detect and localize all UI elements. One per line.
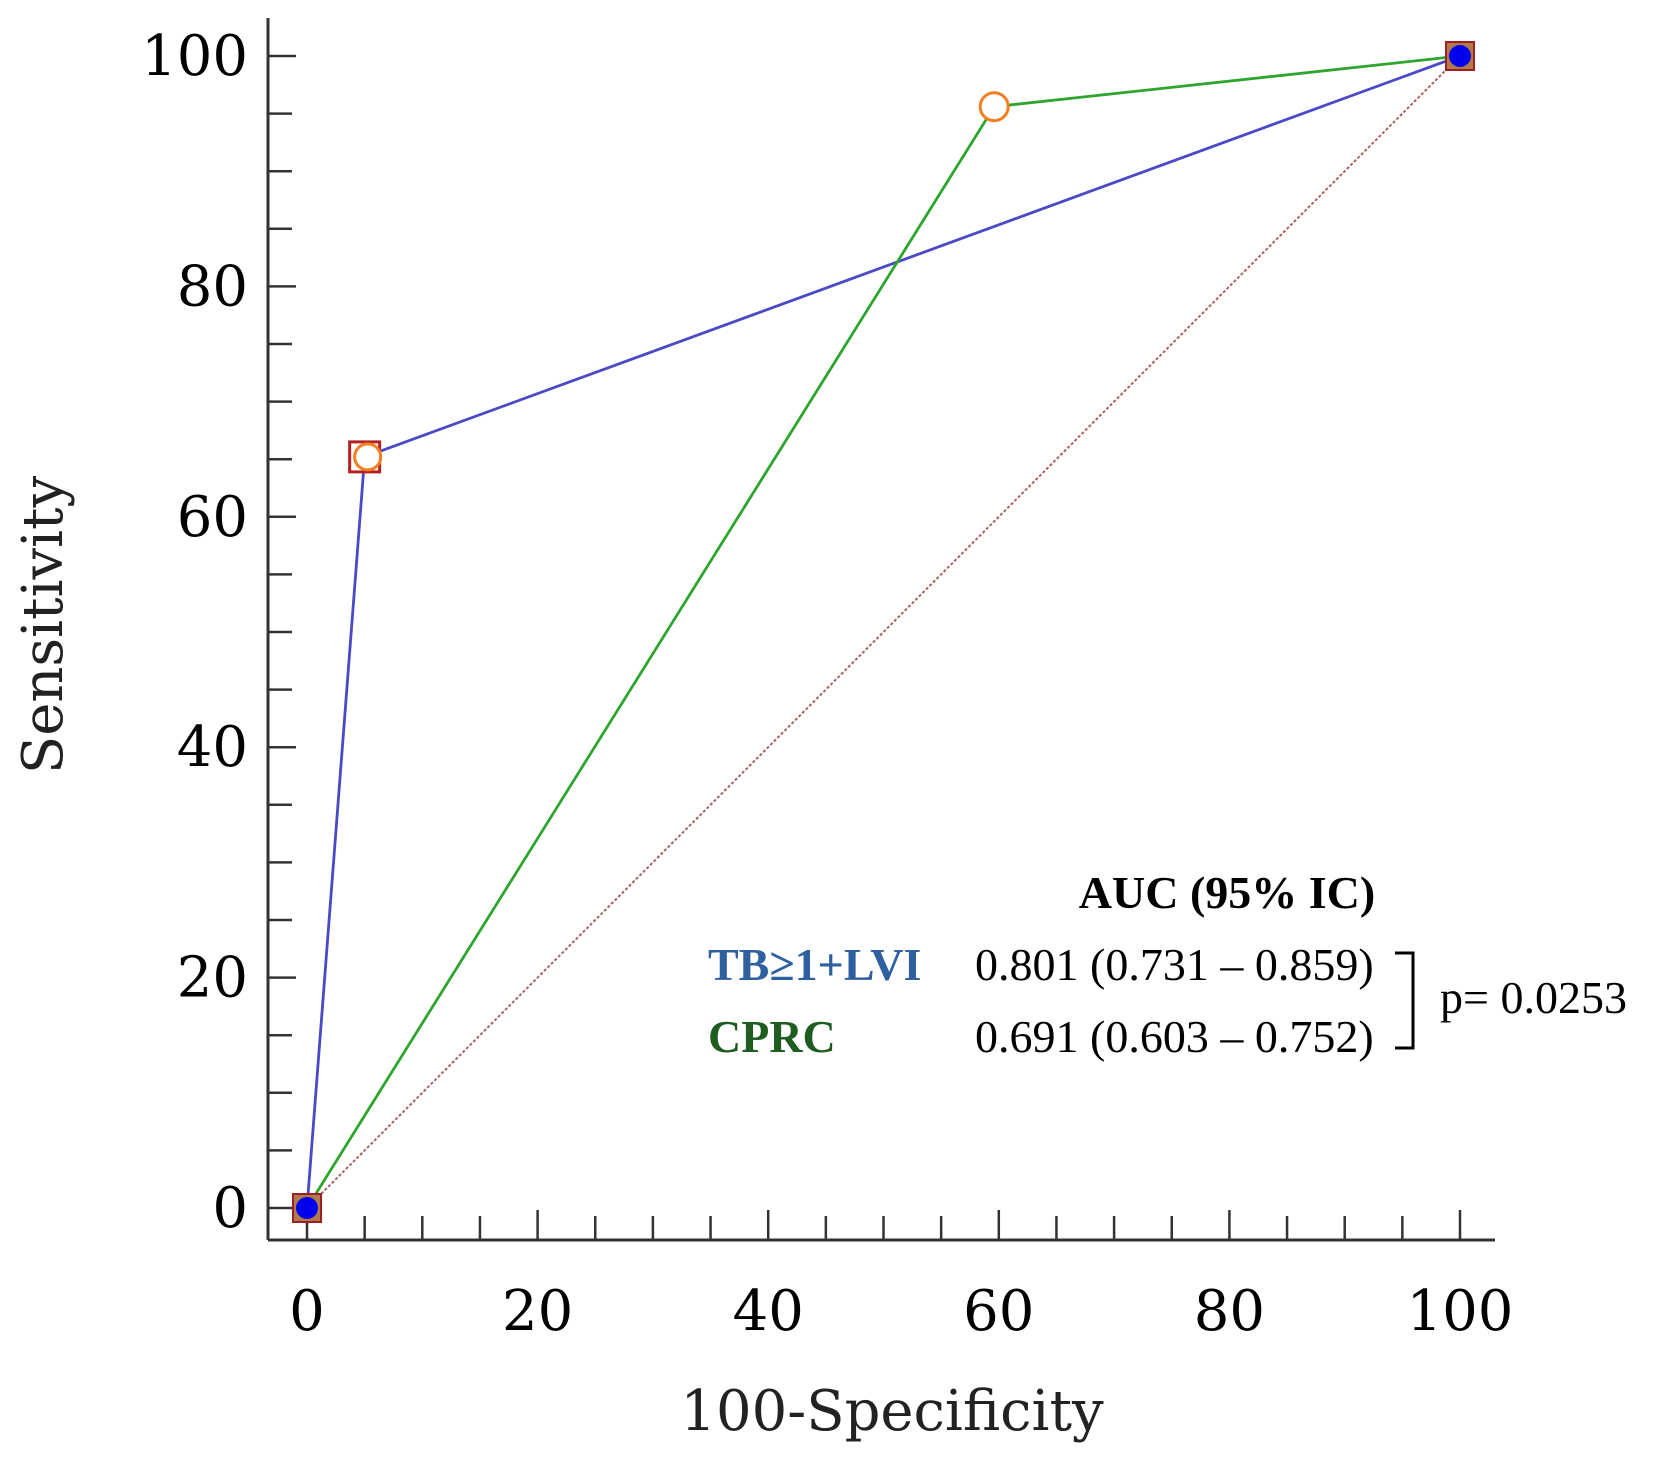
- axes-layer: 0 20 40 60 80 100 0 20 40 60 80 100: [141, 18, 1513, 1344]
- y-axis-title: Sensitivity: [11, 475, 76, 774]
- legend-header: AUC (95% IC): [1079, 867, 1375, 918]
- legend-p-value: p= 0.0253: [1440, 972, 1627, 1023]
- y-tick-label: 0: [212, 1176, 248, 1241]
- tb-lvi-point-circle: [353, 442, 383, 472]
- y-tick-label: 100: [141, 24, 248, 89]
- x-tick-label: 60: [963, 1279, 1034, 1344]
- cprc-point-circle: [978, 91, 1010, 123]
- x-tick-label: 20: [502, 1279, 573, 1344]
- y-tick-label: 80: [177, 254, 248, 319]
- x-tick-label: 100: [1407, 1279, 1514, 1344]
- y-tick-label: 20: [177, 946, 248, 1011]
- legend-series-name-tb-lvi: TB≥1+LVI: [708, 939, 921, 990]
- x-tick-label: 80: [1194, 1279, 1265, 1344]
- legend-series-auc-cprc: 0.691 (0.603 – 0.752): [975, 1011, 1374, 1062]
- x-axis-title: 100-Specificity: [680, 1379, 1104, 1444]
- x-tick-label: 0: [289, 1279, 325, 1344]
- auc-legend: AUC (95% IC) TB≥1+LVI 0.801 (0.731 – 0.8…: [708, 867, 1627, 1062]
- y-tick-label: 40: [177, 715, 248, 780]
- reference-diagonal-line: [306, 55, 1461, 1209]
- legend-series-auc-tb-lvi: 0.801 (0.731 – 0.859): [975, 939, 1374, 990]
- markers-layer: [292, 41, 1475, 1223]
- y-tick-label: 60: [177, 485, 248, 550]
- end-dot-marker: [1449, 45, 1471, 67]
- p-value-bracket: [1395, 951, 1415, 1050]
- origin-dot-marker: [296, 1197, 318, 1219]
- x-tick-label: 40: [733, 1279, 804, 1344]
- legend-series-name-cprc: CPRC: [708, 1011, 836, 1062]
